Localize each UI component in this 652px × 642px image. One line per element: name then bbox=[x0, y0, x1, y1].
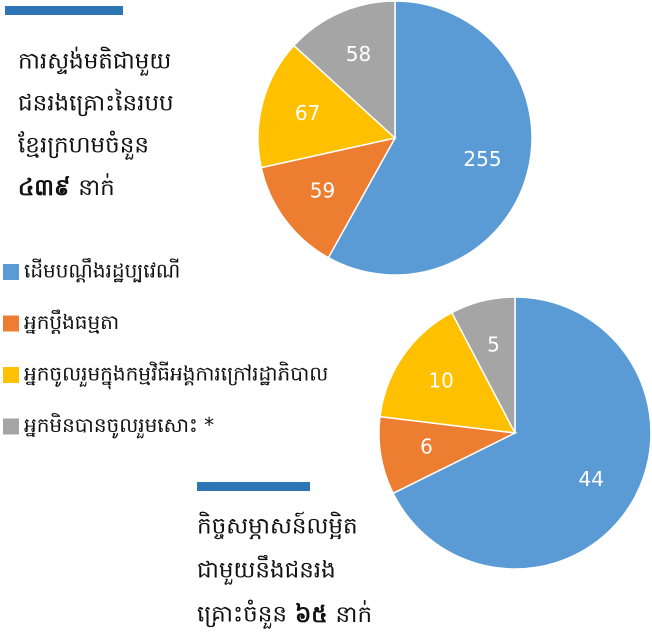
slice-label: 44 bbox=[579, 467, 604, 491]
legend-label: អ្នកមិនបានចូលរួមសោះ * bbox=[24, 412, 214, 439]
legend-label: អ្នកប្តឹងធម្មតា bbox=[24, 309, 119, 334]
slice-label: 10 bbox=[428, 369, 453, 393]
accent-bar bbox=[197, 482, 310, 491]
caption-line: ខ្មែរក្រហមចំនួន bbox=[18, 131, 149, 161]
slice-label: 58 bbox=[346, 42, 371, 66]
pie-slice bbox=[450, 296, 516, 434]
pie-slice bbox=[260, 136, 397, 259]
pie-slice bbox=[327, 0, 533, 276]
caption-line: កិច្ចសម្ភាសន៍លម្អិត bbox=[197, 512, 358, 540]
slice-label: 67 bbox=[295, 101, 320, 125]
caption-count: ៤៣៩ នាក់ bbox=[18, 173, 115, 201]
caption-line: ជាមួយនឹងជនរង bbox=[197, 555, 336, 586]
caption-line: ជនរងគ្រោះនៃរបប bbox=[18, 89, 174, 117]
legend-label: ដើមបណ្តឹងរដ្ឋប្បវេណី bbox=[24, 258, 180, 283]
legend-label: អ្នកចូលរួមក្នុងកម្មវិធីអង្គការក្រៅរដ្ឋាភ… bbox=[24, 361, 328, 390]
caption-line: ការស្ទង់មតិជាមួយ bbox=[18, 47, 171, 77]
pie-slice bbox=[392, 296, 652, 570]
legend-swatch bbox=[3, 264, 19, 280]
legend-swatch bbox=[3, 315, 19, 332]
slice-label: 59 bbox=[310, 179, 335, 203]
caption-number: ៤៣៩ bbox=[18, 175, 70, 201]
caption-number: ៦៥ bbox=[295, 602, 328, 628]
accent-bar bbox=[5, 6, 123, 15]
caption-unit: នាក់ bbox=[78, 173, 115, 201]
pie-slice bbox=[292, 0, 396, 140]
legend-swatch bbox=[3, 367, 19, 383]
pie-slice bbox=[379, 311, 517, 434]
caption-line: គ្រោះចំនួន bbox=[197, 600, 287, 630]
slice-label: 6 bbox=[420, 435, 433, 459]
pie-slice bbox=[257, 44, 397, 169]
caption-count: គ្រោះចំនួន ៦៥ នាក់ bbox=[197, 600, 372, 630]
caption-unit: នាក់ bbox=[336, 600, 373, 628]
pie-slice bbox=[378, 415, 518, 495]
legend-swatch bbox=[3, 418, 19, 435]
slice-label: 255 bbox=[463, 147, 501, 171]
slice-label: 5 bbox=[487, 332, 500, 356]
